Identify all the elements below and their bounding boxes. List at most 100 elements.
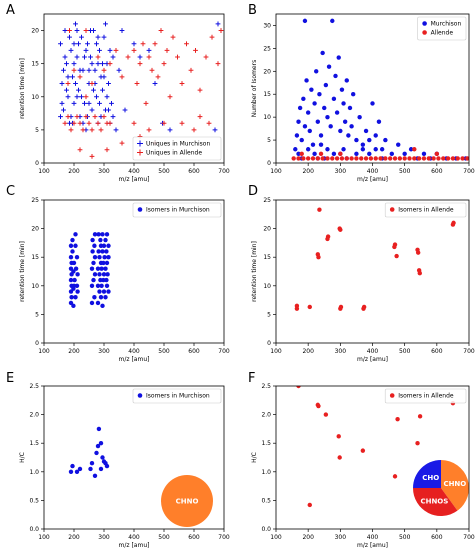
data-point [64,61,69,67]
y-tick-label: 1.0 [261,469,271,476]
data-point [338,304,344,310]
data-points [68,426,110,479]
data-point [354,156,359,161]
data-point [367,137,372,143]
data-point [92,243,97,248]
data-point [331,96,337,102]
data-point [98,237,103,243]
data-point [197,114,203,120]
data-point [402,151,407,157]
data-point [161,120,167,126]
pie-label: CHO [422,474,439,482]
data-point [460,156,465,161]
x-tick-label: 700 [463,534,475,541]
data-point [146,54,152,60]
data-point [92,67,98,73]
data-point [92,232,98,237]
data-point [70,237,75,243]
data-point [70,74,75,80]
legend: Isomers in Murchison [132,202,222,218]
data-point [314,69,319,74]
legend: Uniques in Murchison Uniques in Allende [132,136,222,161]
data-point [106,255,111,260]
y-tick-label: 1.0 [29,469,39,476]
data-point [97,272,102,277]
data-point [378,156,383,161]
data-point [431,156,436,161]
data-point [95,266,101,271]
y-tick-label: 2.0 [29,412,39,419]
data-point [59,101,65,106]
data-point [344,78,349,83]
data-point [143,101,149,106]
x-tick-label: 600 [188,534,200,541]
data-point [113,48,119,53]
data-point [74,54,80,60]
pie-slice [161,475,213,527]
x-tick-label: 700 [218,168,230,175]
legend: Murchison Allende [417,16,467,41]
x-axis-label: m/z [amu] [357,542,388,549]
data-point [341,101,346,106]
data-point [99,266,104,271]
panel-letter: A [6,3,15,18]
data-points [58,21,224,159]
data-point [104,232,110,237]
data-point [291,156,296,161]
x-tick-label: 100 [38,534,50,541]
x-axis-label: m/z [amu] [357,176,388,183]
data-point [106,107,111,113]
data-point [97,48,102,53]
y-tick-label: 25 [263,197,271,204]
x-tick-label: 600 [431,348,443,355]
data-point [71,101,77,106]
data-point [89,127,95,133]
data-point [383,156,388,161]
data-point [415,441,420,446]
data-point [318,142,324,147]
data-point [100,303,105,309]
y-tick-label: 20 [31,28,39,35]
data-point [105,272,110,277]
data-point [102,255,107,260]
data-point [155,74,161,80]
data-point [122,107,128,113]
x-tick-label: 100 [270,168,282,175]
data-point [72,277,77,283]
data-point [88,466,93,472]
data-point [450,156,456,161]
pie-label: CHNO [443,480,466,488]
data-point [215,61,221,67]
data-point [98,127,104,133]
data-point [344,156,349,161]
data-point [354,151,359,157]
data-point [71,260,77,266]
data-point [101,74,107,80]
x-tick-label: 200 [302,534,314,541]
data-point [416,156,422,161]
data-point [100,455,105,460]
data-point [104,147,110,153]
y-tick-label: 5 [35,311,39,318]
data-point [318,151,324,157]
x-tick-label: 700 [218,348,230,355]
pie-chart: CHO CHNO CHNOS [413,460,470,517]
data-point [307,128,312,134]
data-point [325,156,330,161]
data-point [107,61,113,67]
x-tick-label: 100 [38,168,50,175]
data-point [110,54,116,60]
data-point [64,87,69,93]
data-point [349,124,354,129]
data-point [89,266,95,271]
data-point [91,277,96,283]
data-point [212,127,218,133]
data-point [62,120,68,126]
data-point [137,54,143,60]
data-point [367,151,372,157]
data-point [389,151,394,157]
data-point [98,441,104,446]
data-point [149,67,155,73]
legend-label: Isomers in Allende [398,207,454,214]
